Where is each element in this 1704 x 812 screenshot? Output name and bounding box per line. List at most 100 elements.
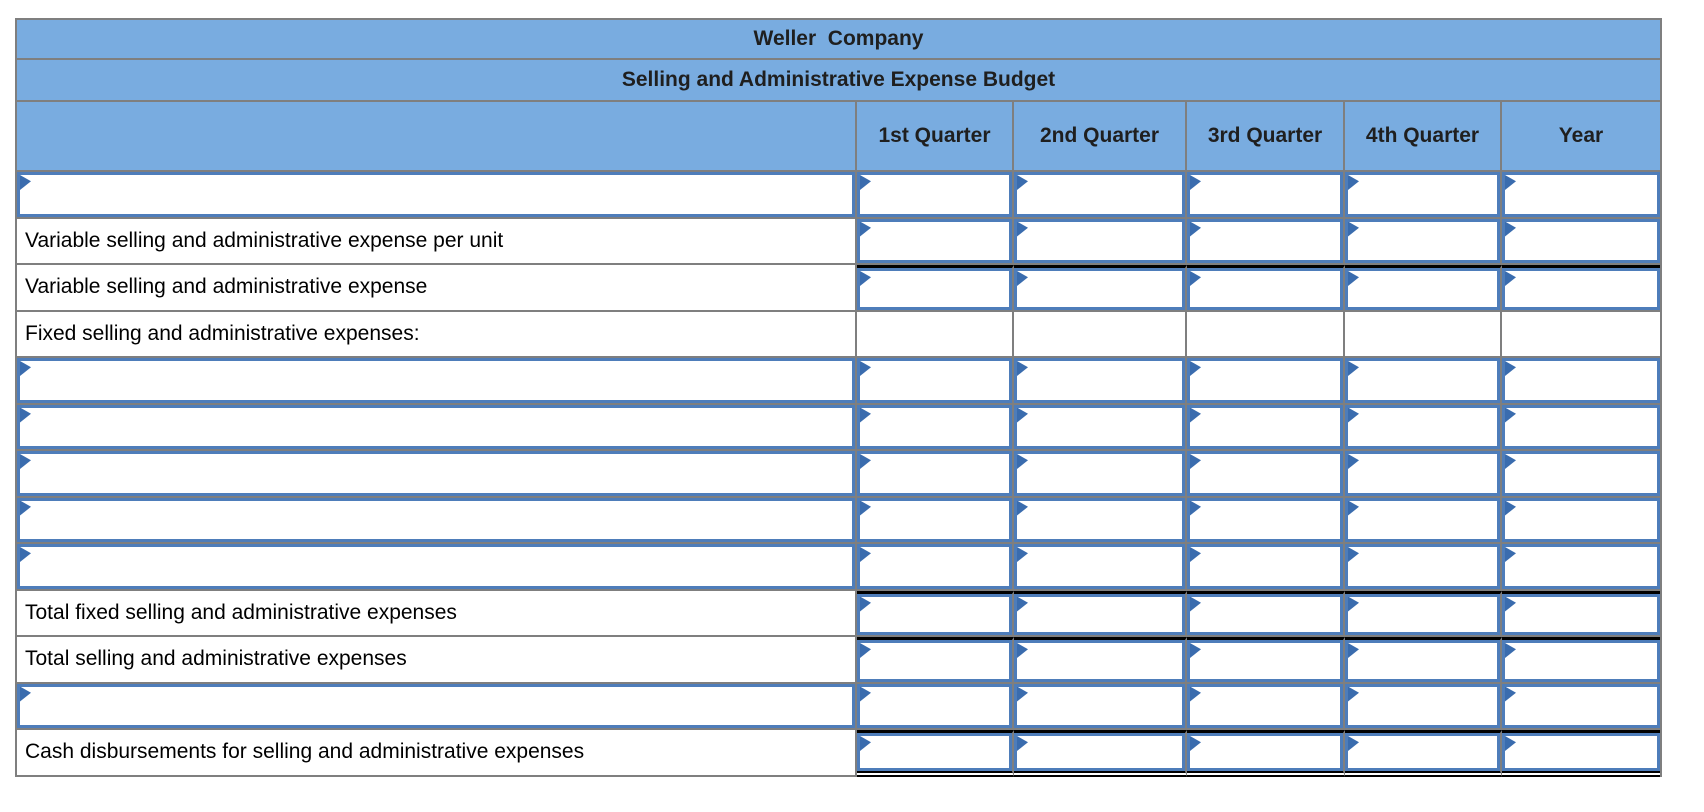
row-label-total-selling-and-administrative-expenses: Total selling and administrative expense…	[17, 637, 857, 684]
input-cell-row-11-3rd-quarter[interactable]	[1187, 640, 1343, 682]
input-cell-row-6-year[interactable]	[1502, 404, 1660, 449]
input-cell-row-12-1st-quarter[interactable]	[857, 683, 1012, 728]
input-cell-row-2-2nd-quarter[interactable]	[1014, 218, 1185, 263]
input-flag-icon	[20, 407, 31, 423]
input-cell-row-10-1st-quarter[interactable]	[857, 593, 1012, 635]
input-cell-row-2-4th-quarter[interactable]	[1345, 218, 1500, 263]
input-cell-row-13-3rd-quarter[interactable]	[1187, 733, 1343, 771]
input-cell-row-5-4th-quarter[interactable]	[1345, 358, 1500, 403]
input-cell-row-11-2nd-quarter[interactable]	[1014, 640, 1185, 682]
input-cell-row-1-1st-quarter[interactable]	[857, 172, 1012, 217]
input-cell-row-9-4th-quarter[interactable]	[1345, 544, 1500, 589]
input-flag-icon	[1505, 500, 1516, 516]
row-8-4th-quarter-cell	[1345, 497, 1502, 544]
input-cell-row-9-2nd-quarter[interactable]	[1014, 544, 1185, 589]
input-cell-row-7-1st-quarter[interactable]	[857, 451, 1012, 496]
row-8-3rd-quarter-cell	[1187, 497, 1345, 544]
input-flag-icon	[860, 221, 871, 237]
input-cell-row-1-2nd-quarter[interactable]	[1014, 172, 1185, 217]
input-cell-row-10-3rd-quarter[interactable]	[1187, 593, 1343, 635]
input-flag-icon	[1505, 361, 1516, 376]
input-flag-icon	[1017, 643, 1028, 658]
input-flag-icon	[1505, 407, 1516, 423]
input-flag-icon	[860, 271, 871, 286]
input-cell-row-9-label[interactable]	[17, 544, 855, 589]
input-cell-row-8-year[interactable]	[1502, 497, 1660, 542]
input-cell-row-11-year[interactable]	[1502, 640, 1660, 682]
input-cell-row-6-1st-quarter[interactable]	[857, 404, 1012, 449]
row-2-1st-quarter-cell	[857, 218, 1014, 265]
row-label-fixed-selling-and-administrative-expenses: Fixed selling and administrative expense…	[17, 311, 857, 358]
input-cell-row-11-1st-quarter[interactable]	[857, 640, 1012, 682]
input-cell-row-5-1st-quarter[interactable]	[857, 358, 1012, 403]
input-cell-row-2-3rd-quarter[interactable]	[1187, 218, 1343, 263]
input-flag-icon	[1348, 736, 1359, 751]
input-cell-row-6-4th-quarter[interactable]	[1345, 404, 1500, 449]
input-cell-row-10-2nd-quarter[interactable]	[1014, 593, 1185, 635]
input-cell-row-3-1st-quarter[interactable]	[857, 268, 1012, 310]
input-cell-row-10-year[interactable]	[1502, 593, 1660, 635]
input-cell-row-12-2nd-quarter[interactable]	[1014, 683, 1185, 728]
input-cell-row-1-year[interactable]	[1502, 172, 1660, 217]
input-cell-row-1-label[interactable]	[17, 172, 855, 217]
input-cell-row-7-4th-quarter[interactable]	[1345, 451, 1500, 496]
input-cell-row-8-3rd-quarter[interactable]	[1187, 497, 1343, 542]
input-flag-icon	[1017, 500, 1028, 516]
input-cell-row-7-3rd-quarter[interactable]	[1187, 451, 1343, 496]
input-cell-row-13-2nd-quarter[interactable]	[1014, 733, 1185, 771]
input-flag-icon	[1505, 596, 1516, 612]
input-cell-row-6-label[interactable]	[17, 404, 855, 449]
input-cell-row-11-4th-quarter[interactable]	[1345, 640, 1500, 682]
input-cell-row-2-1st-quarter[interactable]	[857, 218, 1012, 263]
row-10-4th-quarter-cell	[1345, 590, 1502, 637]
input-cell-row-9-3rd-quarter[interactable]	[1187, 544, 1343, 589]
input-cell-row-3-4th-quarter[interactable]	[1345, 268, 1500, 310]
input-cell-row-6-2nd-quarter[interactable]	[1014, 404, 1185, 449]
row-11-1st-quarter-cell	[857, 637, 1014, 684]
input-cell-row-3-year[interactable]	[1502, 268, 1660, 310]
input-cell-row-5-year[interactable]	[1502, 358, 1660, 403]
input-cell-row-12-year[interactable]	[1502, 683, 1660, 728]
row-7-4th-quarter-cell	[1345, 451, 1502, 498]
input-cell-row-13-year[interactable]	[1502, 733, 1660, 771]
input-cell-row-1-4th-quarter[interactable]	[1345, 172, 1500, 217]
row-9-4th-quarter-cell	[1345, 544, 1502, 591]
input-flag-icon	[1017, 407, 1028, 423]
row-4-year-cell	[1502, 311, 1660, 358]
input-cell-row-9-year[interactable]	[1502, 544, 1660, 589]
input-cell-row-5-label[interactable]	[17, 358, 855, 403]
input-cell-row-8-label[interactable]	[17, 497, 855, 542]
input-flag-icon	[20, 175, 31, 190]
input-cell-row-6-3rd-quarter[interactable]	[1187, 404, 1343, 449]
input-cell-row-7-label[interactable]	[17, 451, 855, 496]
row-1-4th-quarter-cell	[1345, 172, 1502, 219]
input-cell-row-7-year[interactable]	[1502, 451, 1660, 496]
input-cell-row-13-4th-quarter[interactable]	[1345, 733, 1500, 771]
input-cell-row-5-2nd-quarter[interactable]	[1014, 358, 1185, 403]
input-flag-icon	[860, 454, 871, 469]
input-cell-row-12-label[interactable]	[17, 683, 855, 728]
input-cell-row-12-4th-quarter[interactable]	[1345, 683, 1500, 728]
input-flag-icon	[1017, 221, 1028, 237]
input-flag-icon	[860, 547, 871, 562]
input-flag-icon	[1505, 221, 1516, 237]
input-cell-row-3-3rd-quarter[interactable]	[1187, 268, 1343, 310]
input-cell-row-5-3rd-quarter[interactable]	[1187, 358, 1343, 403]
input-cell-row-13-1st-quarter[interactable]	[857, 733, 1012, 771]
input-flag-icon	[20, 686, 31, 702]
input-cell-row-8-2nd-quarter[interactable]	[1014, 497, 1185, 542]
input-cell-row-2-year[interactable]	[1502, 218, 1660, 263]
row-5-year-cell	[1502, 358, 1660, 405]
input-cell-row-12-3rd-quarter[interactable]	[1187, 683, 1343, 728]
column-header-1st-quarter: 1st Quarter	[857, 102, 1014, 172]
input-cell-row-9-1st-quarter[interactable]	[857, 544, 1012, 589]
input-cell-row-7-2nd-quarter[interactable]	[1014, 451, 1185, 496]
input-cell-row-10-4th-quarter[interactable]	[1345, 593, 1500, 635]
input-flag-icon	[1190, 221, 1201, 237]
row-3-2nd-quarter-cell	[1014, 265, 1187, 312]
input-flag-icon	[1348, 454, 1359, 469]
input-cell-row-3-2nd-quarter[interactable]	[1014, 268, 1185, 310]
input-cell-row-1-3rd-quarter[interactable]	[1187, 172, 1343, 217]
input-cell-row-8-1st-quarter[interactable]	[857, 497, 1012, 542]
input-cell-row-8-4th-quarter[interactable]	[1345, 497, 1500, 542]
